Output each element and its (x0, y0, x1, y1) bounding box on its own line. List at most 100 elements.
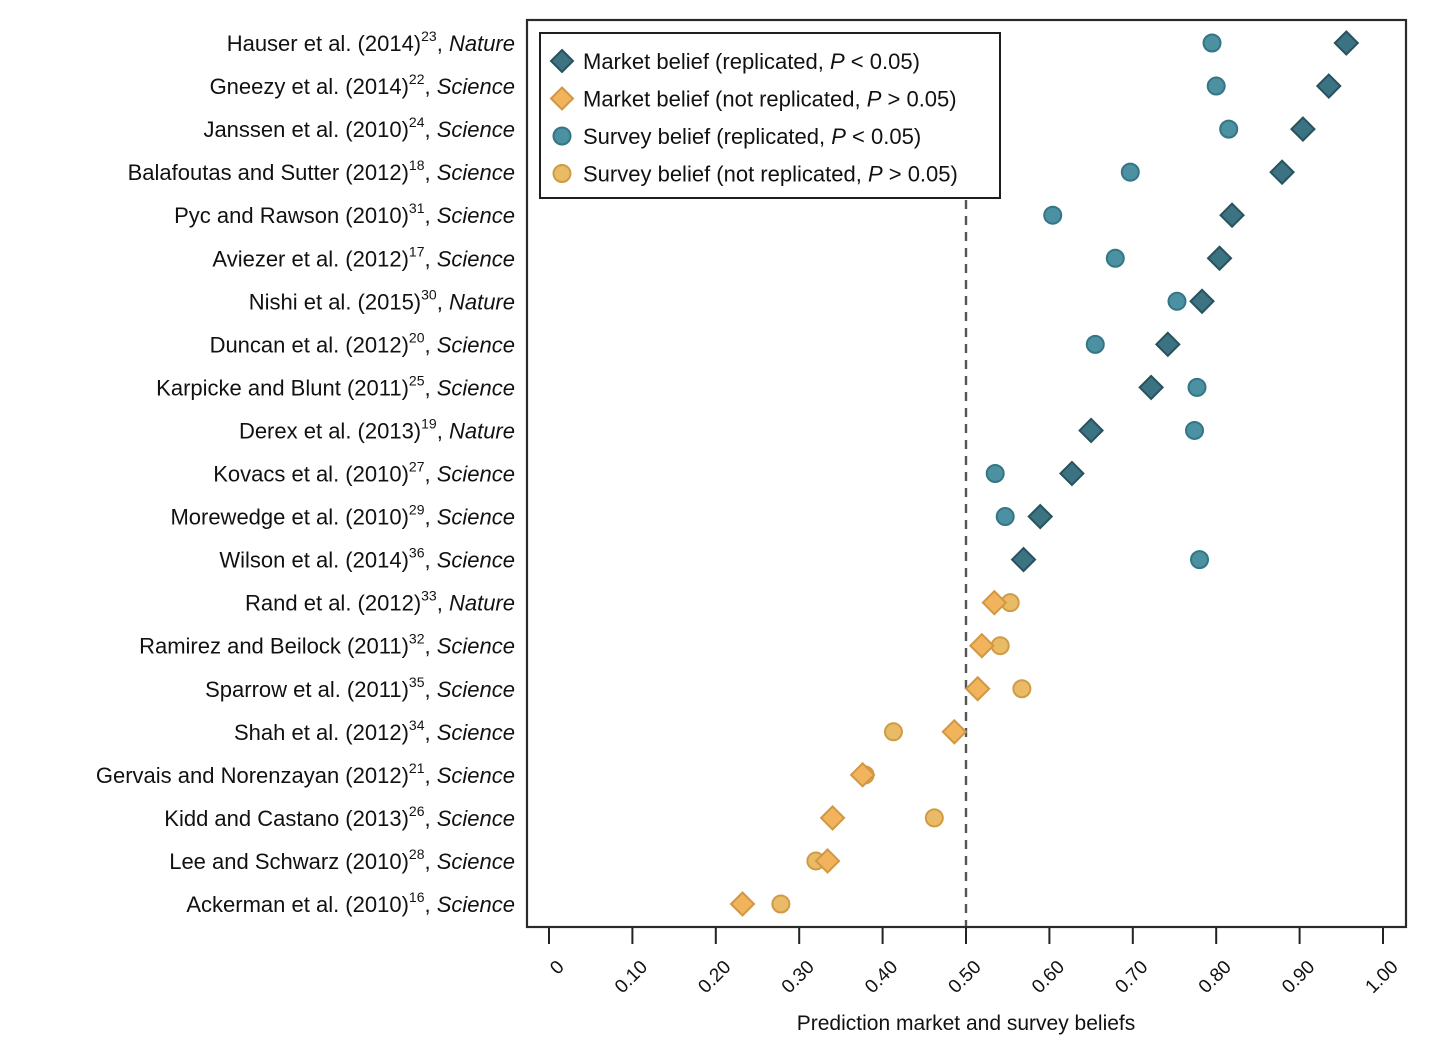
survey-point-not-replicated (924, 808, 944, 828)
study-authors: Balafoutas and Sutter (2012) (128, 160, 409, 185)
survey-point-not-replicated (883, 722, 903, 742)
x-tick-label: 1.00 (1362, 957, 1403, 998)
market-point-replicated (1315, 73, 1342, 99)
study-authors: Rand et al. (2012) (245, 591, 421, 616)
study-reference-number: 32 (409, 631, 425, 647)
study-separator: , (424, 634, 436, 659)
legend-label-survey-replicated: Survey belief (replicated, P < 0.05) (583, 124, 921, 149)
study-separator: , (437, 591, 449, 616)
survey-point-replicated (1085, 334, 1105, 354)
legend-marker-survey-not-replicated (552, 164, 572, 183)
x-tick-label: 0.70 (1111, 957, 1152, 998)
study-reference-number: 25 (409, 372, 425, 388)
study-separator: , (424, 548, 436, 573)
study-authors: Hauser et al. (2014) (227, 31, 421, 56)
survey-point-replicated (1105, 248, 1125, 268)
study-label: Ackerman et al. (2010)16, Science (186, 889, 515, 917)
study-journal: Science (437, 763, 515, 788)
survey-point-replicated (1202, 33, 1222, 53)
study-separator: , (424, 117, 436, 142)
survey-point-replicated (1190, 550, 1210, 570)
study-journal: Science (437, 74, 515, 99)
study-label: Wilson et al. (2014)36, Science (219, 545, 515, 573)
study-label: Derex et al. (2013)19, Nature (239, 415, 515, 443)
study-label: Sparrow et al. (2011)35, Science (205, 674, 515, 702)
survey-point-replicated (995, 507, 1015, 527)
study-separator: , (424, 462, 436, 487)
study-reference-number: 30 (421, 286, 437, 302)
study-reference-number: 31 (409, 200, 425, 216)
market-point-replicated (1010, 546, 1037, 573)
x-axis: 0 0.10 0.20 0.30 0.40 0.50 0.60 0.70 0.80 0.90 1.0… (546, 928, 1403, 998)
study-reference-number: 23 (421, 28, 437, 44)
study-reference-number: 27 (409, 459, 425, 475)
survey-point-not-replicated (771, 894, 791, 914)
study-label: Lee and Schwarz (2010)28, Science (169, 846, 515, 874)
study-journal: Science (437, 720, 515, 745)
study-separator: , (424, 720, 436, 745)
x-tick-label: 0.40 (861, 957, 902, 998)
study-label: Kidd and Castano (2013)26, Science (164, 803, 515, 831)
study-authors: Nishi et al. (2015) (249, 289, 421, 314)
study-reference-number: 34 (409, 717, 425, 733)
study-reference-number: 19 (421, 415, 437, 431)
study-authors: Shah et al. (2012) (234, 720, 409, 745)
study-label: Aviezer et al. (2012)17, Science (212, 243, 515, 271)
study-authors: Wilson et al. (2014) (219, 548, 409, 573)
survey-point-replicated (1043, 205, 1063, 225)
study-separator: , (424, 246, 436, 271)
study-authors: Karpicke and Blunt (2011) (156, 375, 409, 400)
legend-label-market-replicated: Market belief (replicated, P < 0.05) (583, 49, 920, 74)
study-label: Balafoutas and Sutter (2012)18, Science (128, 157, 515, 185)
study-authors: Duncan et al. (2012) (210, 332, 409, 357)
study-journal: Science (437, 462, 515, 487)
market-point-not-replicated (849, 761, 876, 788)
study-journal: Nature (449, 418, 515, 443)
study-label: Janssen et al. (2010)24, Science (203, 114, 515, 142)
market-point-not-replicated (729, 891, 756, 917)
survey-point-replicated (1219, 119, 1239, 139)
study-authors: Janssen et al. (2010) (203, 117, 408, 142)
market-point-replicated (1206, 245, 1233, 272)
study-separator: , (424, 505, 436, 530)
study-reference-number: 29 (409, 502, 425, 518)
study-label: Ramirez and Beilock (2011)32, Science (139, 631, 515, 659)
study-reference-number: 22 (409, 71, 425, 87)
legend-box (539, 32, 1001, 199)
market-point-replicated (1333, 30, 1360, 56)
study-label: Shah et al. (2012)34, Science (234, 717, 515, 745)
study-reference-number: 33 (421, 588, 437, 604)
study-journal: Science (437, 634, 515, 659)
study-journal: Science (437, 505, 515, 530)
study-reference-number: 24 (409, 114, 425, 130)
study-label: Rand et al. (2012)33, Nature (245, 588, 515, 616)
market-point-replicated (1059, 460, 1085, 487)
study-authors: Pyc and Rawson (2010) (174, 203, 409, 228)
study-journal: Science (437, 117, 515, 142)
legend-label-survey-not-replicated: Survey belief (not replicated, P > 0.05) (583, 162, 958, 187)
study-journal: Nature (449, 289, 515, 314)
study-separator: , (424, 763, 436, 788)
market-point-not-replicated (964, 675, 991, 702)
study-journal: Science (437, 548, 515, 573)
study-authors: Ackerman et al. (2010) (186, 892, 409, 917)
legend-marker-market-replicated (549, 48, 575, 74)
study-journal: Science (437, 375, 515, 400)
survey-point-replicated (1120, 162, 1140, 182)
study-journal: Science (437, 892, 515, 917)
x-tick-label: 0.30 (778, 957, 819, 998)
survey-point-replicated (1187, 377, 1207, 397)
study-separator: , (424, 332, 436, 357)
study-journal: Science (437, 332, 515, 357)
study-separator: , (424, 375, 436, 400)
study-authors: Derex et al. (2013) (239, 418, 421, 443)
study-separator: , (424, 892, 436, 917)
study-journal: Science (437, 677, 515, 702)
survey-point-replicated (1206, 76, 1226, 96)
study-reference-number: 35 (409, 674, 425, 690)
survey-point-replicated (1167, 291, 1187, 311)
study-separator: , (424, 203, 436, 228)
x-tick-label: 0.60 (1028, 957, 1069, 998)
study-reference-number: 16 (409, 889, 425, 905)
study-journal: Nature (449, 31, 515, 56)
